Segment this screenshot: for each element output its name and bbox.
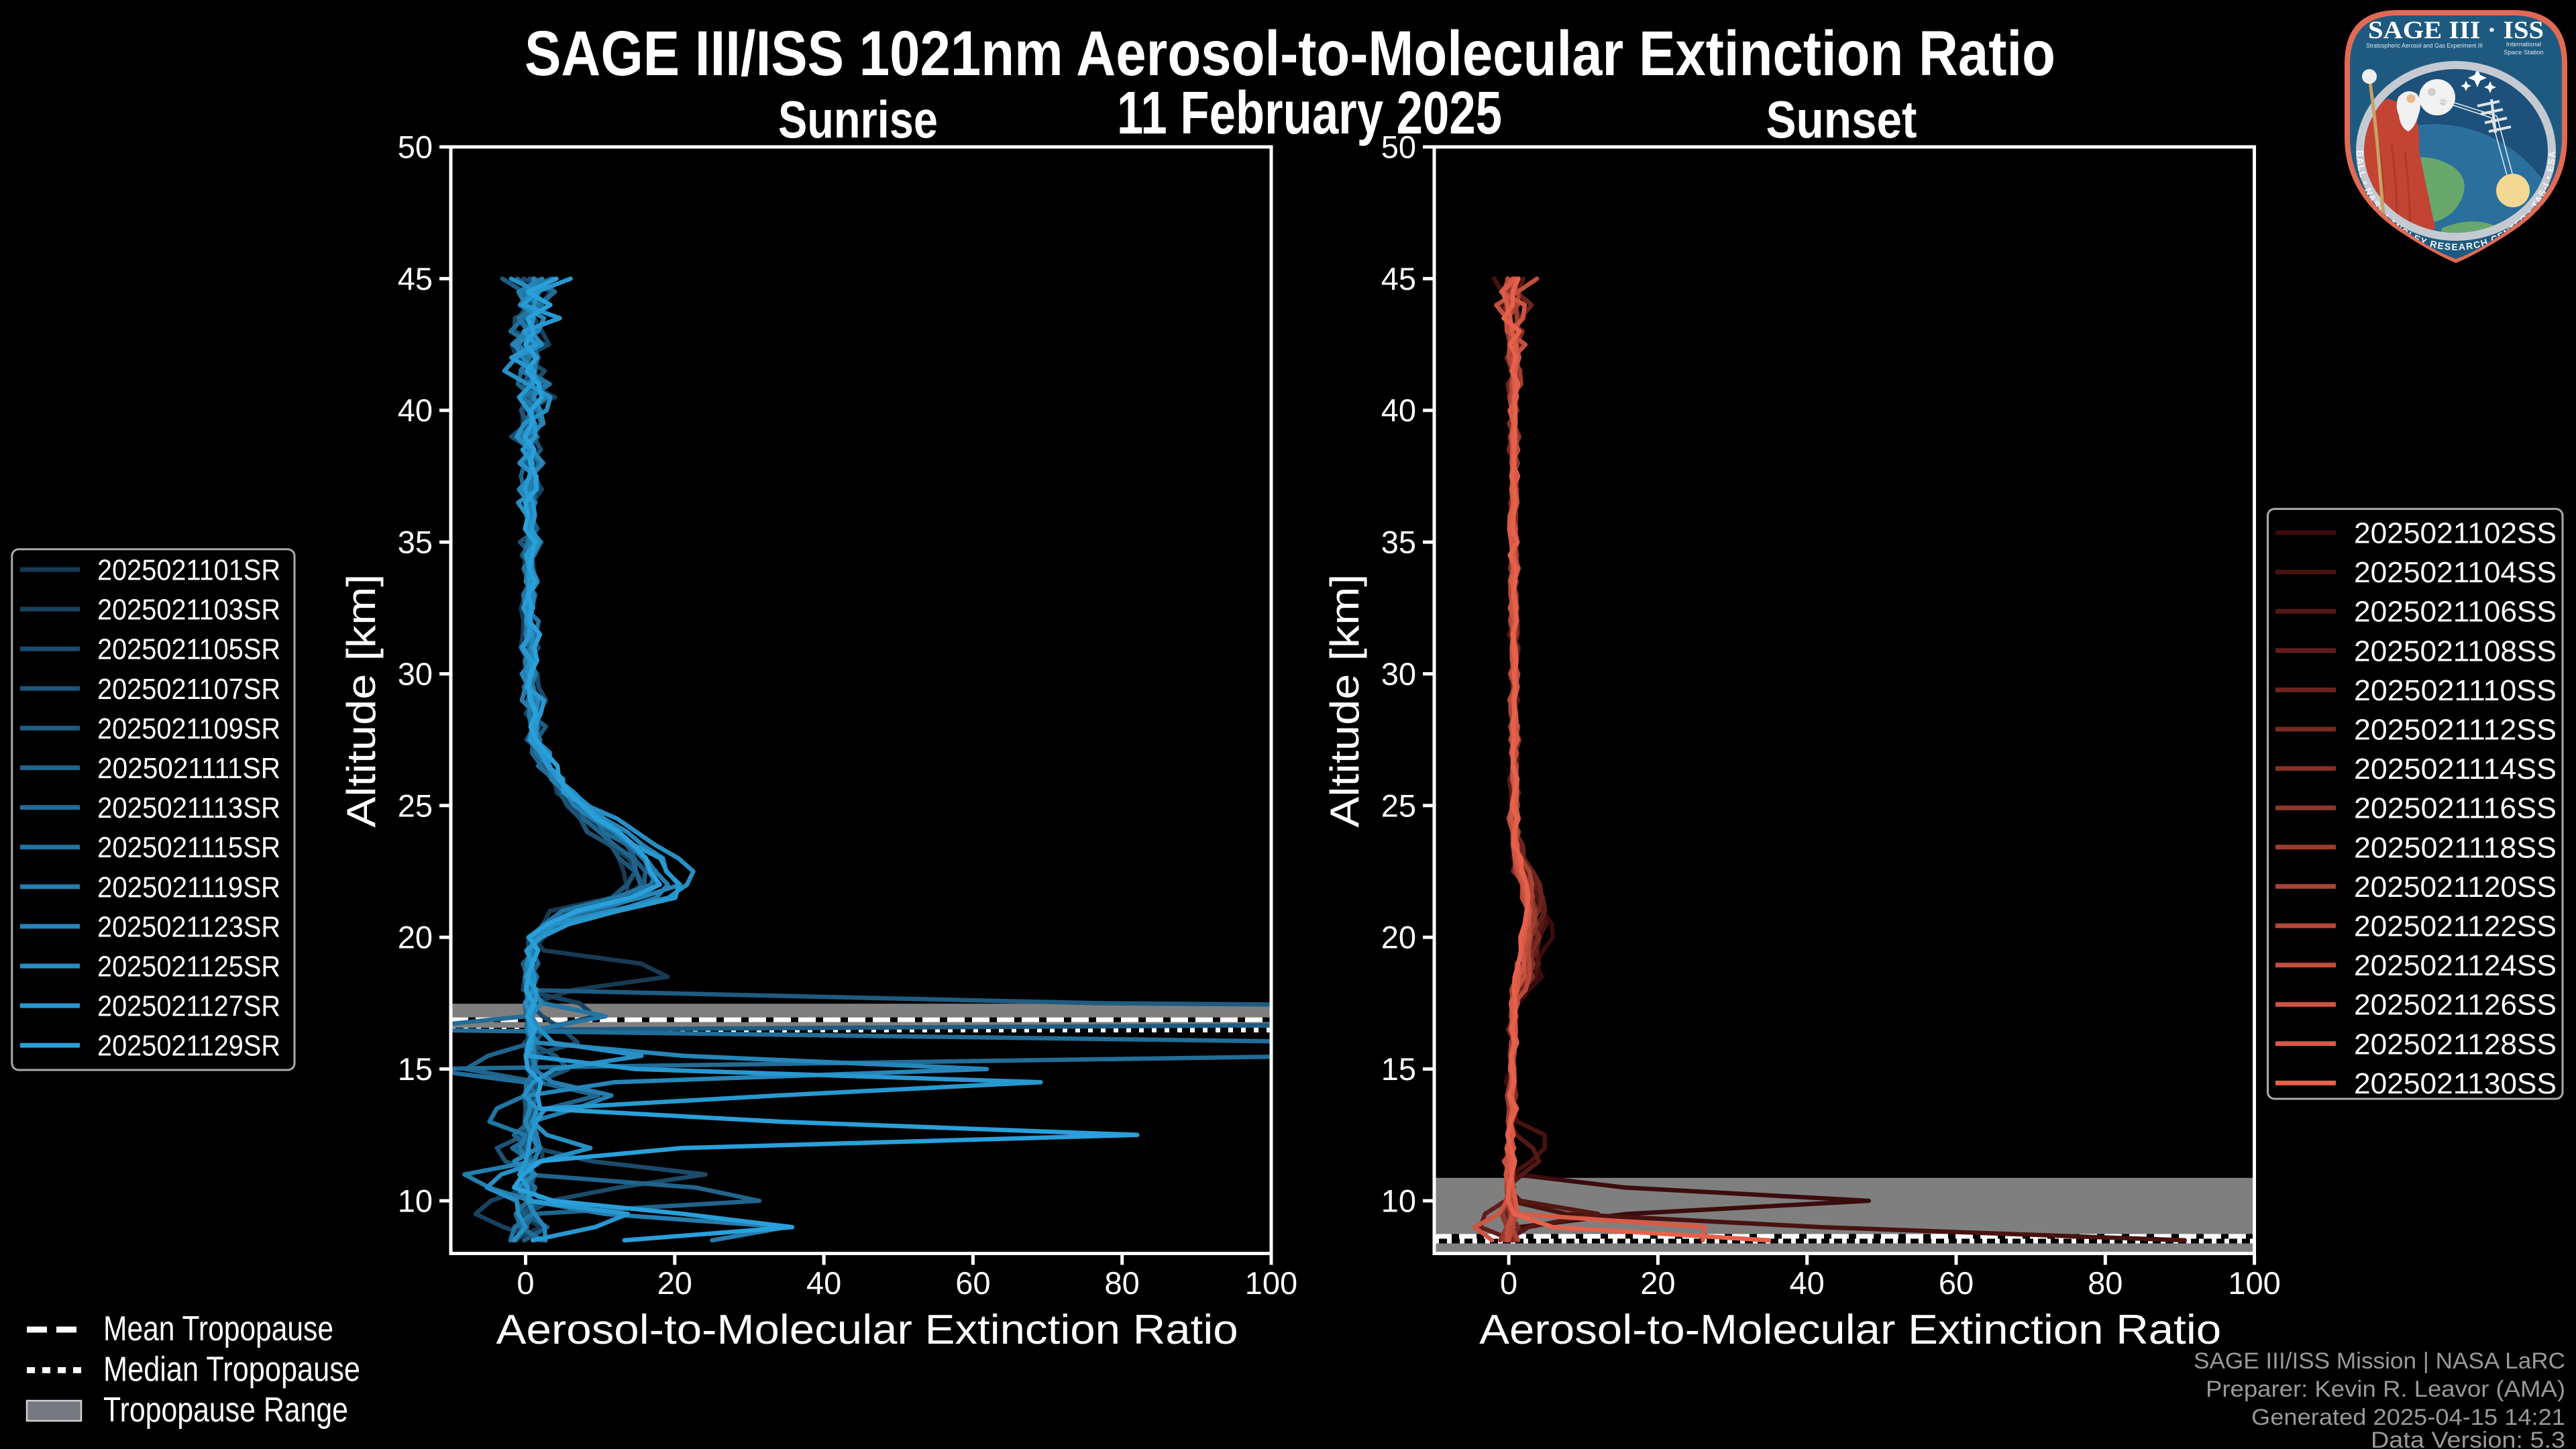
svg-text:Mean Tropopause: Mean Tropopause [103, 1309, 333, 1348]
svg-text:SAGE III/ISS 1021nm Aerosol-to: SAGE III/ISS 1021nm Aerosol-to-Molecular… [525, 18, 2055, 89]
svg-text:2025021114SS: 2025021114SS [2354, 753, 2557, 786]
svg-text:50: 50 [398, 129, 433, 165]
svg-text:2025021103SR: 2025021103SR [97, 594, 280, 627]
svg-text:40: 40 [1381, 392, 1416, 428]
svg-text:25: 25 [398, 788, 433, 823]
svg-text:2025021113SR: 2025021113SR [97, 792, 280, 824]
svg-text:45: 45 [398, 261, 433, 297]
svg-text:SAGE III · ISS: SAGE III · ISS [2368, 17, 2544, 44]
svg-text:2025021127SR: 2025021127SR [97, 990, 280, 1023]
svg-text:40: 40 [806, 1265, 841, 1301]
svg-text:2025021123SR: 2025021123SR [97, 910, 280, 943]
svg-text:30: 30 [1381, 656, 1416, 692]
svg-text:2025021102SS: 2025021102SS [2354, 517, 2557, 550]
svg-text:25: 25 [1381, 788, 1416, 823]
svg-text:60: 60 [1939, 1265, 1974, 1301]
svg-text:20: 20 [1381, 920, 1416, 955]
svg-text:Altitude [km]: Altitude [km] [1322, 574, 1367, 828]
svg-text:10: 10 [1381, 1183, 1416, 1219]
svg-text:10: 10 [398, 1183, 433, 1219]
svg-text:45: 45 [1381, 261, 1416, 297]
svg-text:50: 50 [1381, 129, 1416, 165]
svg-text:2025021129SR: 2025021129SR [97, 1030, 280, 1063]
svg-text:Median Tropopause: Median Tropopause [103, 1350, 360, 1389]
svg-text:100: 100 [1245, 1265, 1297, 1301]
svg-text:100: 100 [2228, 1265, 2280, 1301]
svg-text:2025021120SS: 2025021120SS [2354, 871, 2557, 904]
svg-text:Sunrise: Sunrise [778, 90, 938, 149]
svg-text:2025021116SS: 2025021116SS [2354, 792, 2557, 825]
svg-text:2025021104SS: 2025021104SS [2354, 556, 2557, 589]
svg-text:2025021130SS: 2025021130SS [2354, 1067, 2557, 1100]
svg-text:2025021125SR: 2025021125SR [97, 951, 280, 983]
svg-text:Data Version: 5.3: Data Version: 5.3 [2371, 1428, 2565, 1449]
svg-text:Aerosol-to-Molecular Extinctio: Aerosol-to-Molecular Extinction Ratio [496, 1307, 1238, 1353]
svg-text:2025021110SS: 2025021110SS [2354, 674, 2557, 707]
svg-text:20: 20 [398, 920, 433, 955]
svg-text:2025021122SS: 2025021122SS [2354, 910, 2557, 943]
svg-text:35: 35 [398, 525, 433, 560]
svg-text:2025021111SR: 2025021111SR [97, 752, 280, 785]
svg-text:0: 0 [1500, 1265, 1517, 1301]
svg-text:15: 15 [398, 1051, 433, 1087]
svg-text:40: 40 [1790, 1265, 1825, 1301]
svg-text:2025021115SR: 2025021115SR [97, 831, 280, 864]
svg-text:2025021112SS: 2025021112SS [2354, 714, 2557, 747]
svg-text:Stratospheric Aerosol and Gas: Stratospheric Aerosol and Gas Experiment… [2366, 42, 2483, 50]
svg-text:Space Station: Space Station [2504, 49, 2543, 56]
svg-text:20: 20 [657, 1265, 692, 1301]
svg-text:30: 30 [398, 656, 433, 692]
svg-text:SAGE III/ISS Mission | NASA La: SAGE III/ISS Mission | NASA LaRC [2194, 1348, 2565, 1374]
svg-text:80: 80 [2088, 1265, 2123, 1301]
svg-text:2025021106SS: 2025021106SS [2354, 596, 2557, 629]
svg-text:Preparer: Kevin R. Leavor (AMA: Preparer: Kevin R. Leavor (AMA) [2206, 1377, 2565, 1402]
svg-text:Altitude [km]: Altitude [km] [339, 574, 384, 828]
svg-text:11 February 2025: 11 February 2025 [1117, 80, 1502, 147]
svg-text:0: 0 [517, 1265, 534, 1301]
svg-text:Generated 2025-04-15 14:21: Generated 2025-04-15 14:21 [2251, 1405, 2565, 1430]
svg-text:Aerosol-to-Molecular Extinctio: Aerosol-to-Molecular Extinction Ratio [1479, 1307, 2221, 1353]
svg-text:International: International [2506, 41, 2541, 48]
svg-text:2025021105SR: 2025021105SR [97, 633, 280, 666]
svg-text:2025021109SR: 2025021109SR [97, 712, 280, 745]
svg-text:2025021107SR: 2025021107SR [97, 673, 280, 706]
svg-text:20: 20 [1640, 1265, 1675, 1301]
svg-text:2025021101SR: 2025021101SR [97, 554, 280, 587]
svg-text:15: 15 [1381, 1051, 1416, 1087]
svg-text:2025021108SS: 2025021108SS [2354, 635, 2557, 667]
svg-text:40: 40 [398, 392, 433, 428]
svg-text:2025021124SS: 2025021124SS [2354, 949, 2557, 982]
svg-text:35: 35 [1381, 525, 1416, 560]
svg-text:Tropopause Range: Tropopause Range [103, 1391, 348, 1430]
svg-text:2025021126SS: 2025021126SS [2354, 989, 2557, 1022]
svg-text:2025021118SS: 2025021118SS [2354, 831, 2557, 864]
svg-text:Sunset: Sunset [1766, 90, 1917, 149]
svg-text:2025021128SS: 2025021128SS [2354, 1028, 2557, 1061]
svg-text:2025021119SR: 2025021119SR [97, 871, 280, 904]
svg-text:60: 60 [955, 1265, 990, 1301]
svg-text:80: 80 [1105, 1265, 1140, 1301]
